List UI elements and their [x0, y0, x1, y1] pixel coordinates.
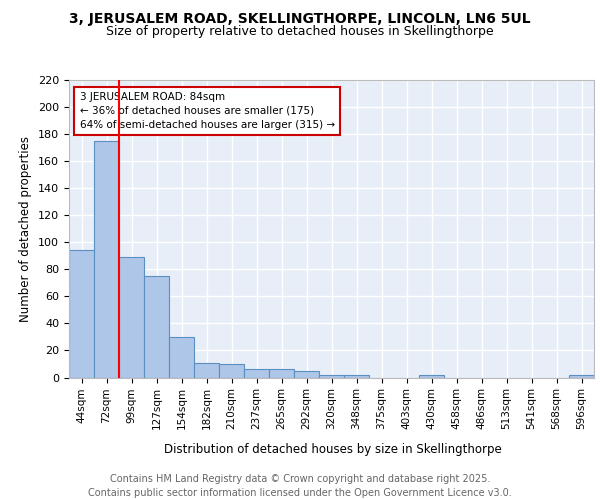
Bar — [69, 250, 94, 378]
Text: 3, JERUSALEM ROAD, SKELLINGTHORPE, LINCOLN, LN6 5UL: 3, JERUSALEM ROAD, SKELLINGTHORPE, LINCO… — [69, 12, 531, 26]
Bar — [344, 375, 369, 378]
Bar — [244, 370, 269, 378]
Text: Size of property relative to detached houses in Skellingthorpe: Size of property relative to detached ho… — [106, 25, 494, 38]
Bar — [419, 375, 444, 378]
Text: 3 JERUSALEM ROAD: 84sqm
← 36% of detached houses are smaller (175)
64% of semi-d: 3 JERUSALEM ROAD: 84sqm ← 36% of detache… — [79, 92, 335, 130]
Bar — [319, 375, 344, 378]
Bar — [219, 364, 244, 378]
Bar — [194, 362, 219, 378]
Bar — [269, 370, 294, 378]
Bar — [569, 375, 594, 378]
Text: Contains HM Land Registry data © Crown copyright and database right 2025.
Contai: Contains HM Land Registry data © Crown c… — [88, 474, 512, 498]
Y-axis label: Number of detached properties: Number of detached properties — [19, 136, 32, 322]
Bar — [294, 370, 319, 378]
Bar — [119, 257, 144, 378]
Text: Distribution of detached houses by size in Skellingthorpe: Distribution of detached houses by size … — [164, 442, 502, 456]
Bar — [169, 337, 194, 378]
Bar — [94, 141, 119, 378]
Bar — [144, 276, 169, 378]
